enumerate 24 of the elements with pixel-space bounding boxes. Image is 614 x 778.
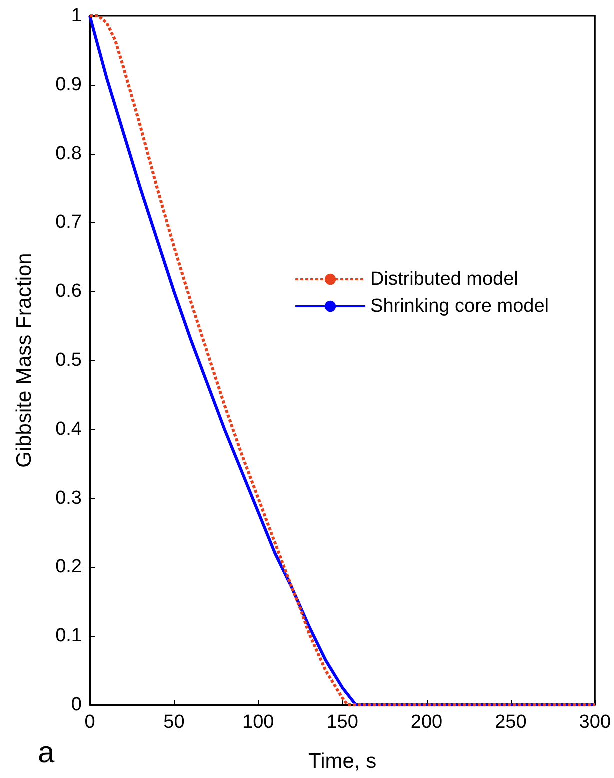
x-tick-label: 300 xyxy=(579,712,611,733)
text: a xyxy=(38,736,55,770)
y-tick-label: 1 xyxy=(71,6,82,26)
y-tick-label: 0.9 xyxy=(56,74,82,96)
x-axis-title: Time, s xyxy=(308,750,377,773)
y-tick-label: 0.5 xyxy=(56,350,82,371)
y-tick-label: 0 xyxy=(71,694,82,716)
legend-label: Distributed model xyxy=(370,269,518,290)
x-tick-label: 250 xyxy=(495,712,527,733)
y-axis-title: Gibbsite Mass Fraction xyxy=(13,253,36,468)
line-series xyxy=(88,14,597,706)
x-tick-label: 150 xyxy=(326,712,358,733)
x-tick-label: 0 xyxy=(84,712,96,733)
x-tick-label: 100 xyxy=(242,712,274,733)
x-tick-label: 200 xyxy=(410,712,443,733)
y-tick-label: 0.4 xyxy=(56,418,82,440)
y-tick-label: 0.3 xyxy=(56,488,82,509)
y-tick-label: 0.2 xyxy=(56,556,82,578)
x-tick-label: 50 xyxy=(164,712,185,733)
y-tick-label: 0.8 xyxy=(56,143,82,164)
legend-label: Shrinking core model xyxy=(370,296,550,317)
y-tick-label: 0.1 xyxy=(56,626,82,647)
y-tick-label: 0.6 xyxy=(56,281,82,302)
y-tick-label: 0.7 xyxy=(56,212,82,234)
